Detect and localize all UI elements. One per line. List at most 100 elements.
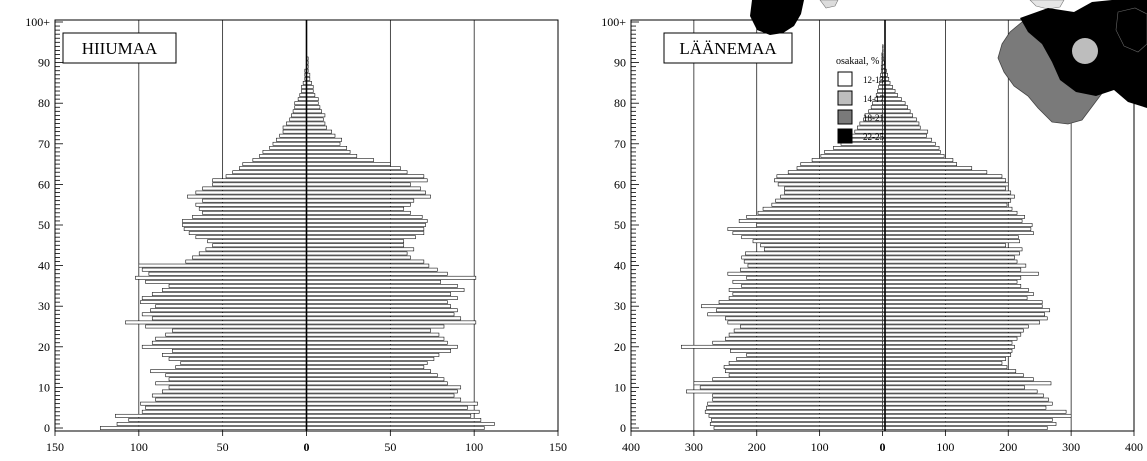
laanemaa-bar-female bbox=[882, 97, 902, 101]
hiiumaa-bar-male bbox=[198, 206, 307, 211]
laanemaa-bar-male bbox=[711, 418, 883, 422]
laanemaa-xtick-label: 0 bbox=[880, 440, 886, 454]
hiiumaa-ytick-label: 90 bbox=[38, 56, 50, 70]
laanemaa-bar-female bbox=[882, 141, 936, 146]
hiiumaa-bar-female bbox=[306, 292, 451, 296]
laanemaa-bar-male bbox=[712, 393, 883, 398]
laanemaa-bar-female bbox=[882, 137, 932, 142]
legend-label: 14-17 bbox=[863, 94, 884, 104]
laanemaa-chart: 0 10 20 30 40 50 60 70 80 90 100+ 400 300 200 100 0 100… bbox=[601, 0, 1147, 454]
laanemaa-bar-female bbox=[882, 275, 1022, 280]
hiiumaa-bar-male bbox=[225, 174, 307, 179]
laanemaa-bar-female bbox=[882, 304, 1043, 309]
hiiumaa-bar-female bbox=[306, 393, 455, 398]
laanemaa-ytick-label: 60 bbox=[614, 177, 626, 191]
hiiumaa-bar-female bbox=[306, 186, 421, 191]
hiiumaa-bar-male bbox=[141, 296, 307, 300]
laanemaa-title-box bbox=[663, 32, 793, 64]
hiiumaa-bar-female bbox=[306, 373, 438, 378]
laanemaa-bar-male bbox=[776, 174, 883, 179]
hiiumaa-bar-female bbox=[306, 275, 477, 280]
hiiumaa-bar-male bbox=[155, 304, 307, 309]
laanemaa-bar-male bbox=[878, 85, 883, 89]
hiiumaa-bar-female bbox=[306, 279, 441, 284]
hiiumaa-bar-male bbox=[198, 251, 307, 256]
hiiumaa-bar-male bbox=[141, 409, 307, 414]
hiiumaa-bar-male bbox=[202, 186, 307, 191]
hiiumaa-bar-male bbox=[168, 385, 307, 390]
hiiumaa-bar-male bbox=[299, 93, 307, 97]
hiiumaa-bar-female bbox=[306, 409, 480, 414]
laanemaa-ytick-label: 70 bbox=[614, 137, 626, 151]
laanemaa-xtick-label: 300 bbox=[685, 440, 703, 454]
laanemaa-bar-female bbox=[882, 158, 954, 162]
hiiumaa-bar-male bbox=[282, 125, 307, 130]
laanemaa-bar-female bbox=[882, 48, 884, 53]
laanemaa-bar-male bbox=[833, 146, 883, 150]
laanemaa-bar-male bbox=[725, 316, 883, 321]
hiiumaa-bar-female bbox=[306, 263, 430, 268]
hiiumaa-ytick-label: 20 bbox=[38, 340, 50, 354]
hiiumaa-ytick-label: 0 bbox=[44, 421, 50, 435]
hiiumaa-xtick-label: 100 bbox=[465, 440, 483, 454]
laanemaa-bar-female bbox=[882, 56, 885, 61]
laanemaa-bar-female bbox=[882, 247, 1023, 252]
hiiumaa-bar-female bbox=[306, 296, 458, 300]
laanemaa-bar-male bbox=[740, 324, 883, 329]
laanemaa-xtick-label: 100 bbox=[936, 440, 954, 454]
hiiumaa-ytick-label: 70 bbox=[38, 137, 50, 151]
hiiumaa-bar-male bbox=[128, 418, 307, 422]
map-marker-dot bbox=[1072, 38, 1098, 64]
laanemaa-bar-female bbox=[882, 349, 1013, 353]
hiiumaa-bar-female bbox=[306, 389, 458, 394]
hiiumaa-bar-male bbox=[192, 215, 307, 219]
hiiumaa-bar-female bbox=[306, 137, 342, 142]
hiiumaa-chart: 0 10 20 30 40 50 60 70 80 90 100+ 150 100 50 0 50 100 15… bbox=[25, 15, 567, 454]
hiiumaa-bar-female bbox=[306, 349, 451, 353]
hiiumaa-bar-female bbox=[306, 198, 415, 203]
laanemaa-bar-female bbox=[882, 401, 1053, 406]
hiiumaa-bar-male bbox=[183, 227, 307, 231]
hiiumaa-xtick-label: 0 bbox=[304, 440, 310, 454]
laanemaa-bar-female bbox=[882, 328, 1024, 333]
laanemaa-bar-female bbox=[882, 154, 945, 158]
hiiumaa-bar-female bbox=[306, 231, 425, 235]
hiiumaa-ytick-label: 50 bbox=[38, 218, 50, 232]
hiiumaa-xtick-label: 150 bbox=[46, 440, 64, 454]
laanemaa-xtick-label: 100 bbox=[811, 440, 829, 454]
hiiumaa-bar-male bbox=[212, 182, 307, 187]
laanemaa-bar-female bbox=[882, 418, 1053, 422]
laanemaa-bar-female bbox=[882, 389, 1038, 394]
laanemaa-bar-male bbox=[784, 186, 883, 191]
laanemaa-bar-male bbox=[709, 422, 883, 426]
map-county-black-east bbox=[1115, 7, 1147, 53]
laanemaa-bar-female bbox=[882, 44, 884, 49]
laanemaa-bar-male bbox=[745, 251, 883, 256]
legend-title: osakaal, % bbox=[836, 56, 879, 67]
hiiumaa-bar-male bbox=[262, 150, 307, 154]
hiiumaa-bar-male bbox=[180, 361, 307, 365]
laanemaa-bar-female bbox=[882, 259, 1018, 264]
hiiumaa-ytick-label: 60 bbox=[38, 177, 50, 191]
hiiumaa-bar-female bbox=[306, 344, 458, 349]
hiiumaa-bar-male bbox=[172, 349, 307, 353]
hiiumaa-bar-male bbox=[242, 162, 307, 166]
laanemaa-bar-female bbox=[882, 166, 973, 171]
legend-label: 12-13 bbox=[863, 75, 884, 85]
hiiumaa-bar-female bbox=[306, 93, 316, 97]
laanemaa-bar-male bbox=[760, 243, 883, 248]
laanemaa-bar-male bbox=[727, 271, 883, 276]
hiiumaa-bar-male bbox=[162, 353, 307, 357]
hiiumaa-bar-female bbox=[306, 243, 405, 248]
laanemaa-ytick-label: 100+ bbox=[601, 15, 626, 29]
hiiumaa-bar-female bbox=[306, 101, 319, 106]
hiiumaa-bar-female bbox=[306, 219, 428, 223]
hiiumaa-bar-female bbox=[306, 422, 495, 426]
laanemaa-bar-male bbox=[746, 353, 883, 357]
hiiumaa-bar-female bbox=[306, 418, 482, 422]
hiiumaa-bar-male bbox=[212, 178, 307, 183]
laanemaa-bar-male bbox=[732, 231, 883, 235]
hiiumaa-bar-male bbox=[282, 129, 307, 134]
laanemaa-ytick-label: 90 bbox=[614, 56, 626, 70]
hiiumaa-bar-female bbox=[306, 174, 425, 179]
